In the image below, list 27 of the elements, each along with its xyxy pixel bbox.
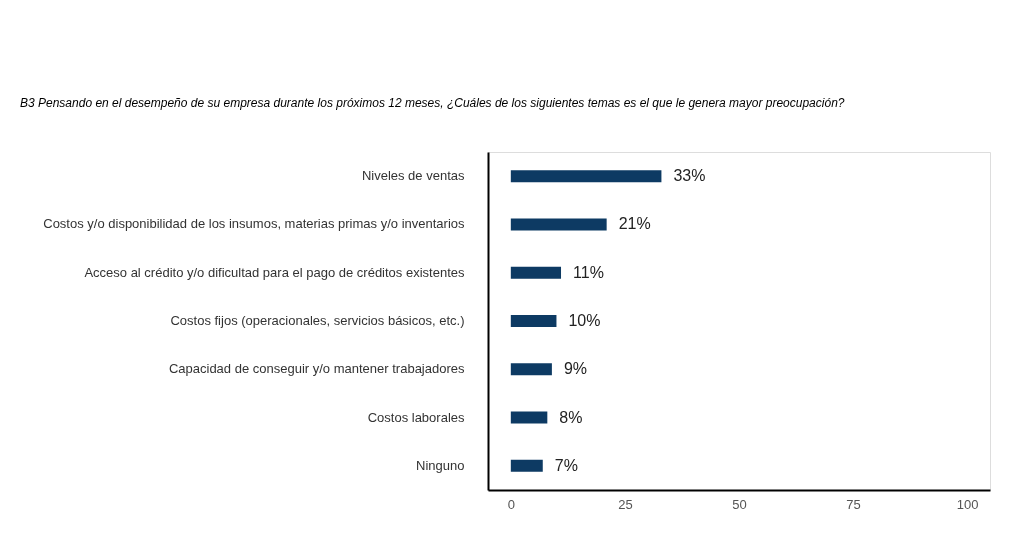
y-tick-label: Ninguno	[416, 457, 465, 473]
x-tick-label: 25	[618, 496, 633, 512]
data-label: 10%	[568, 312, 601, 329]
x-tick-label: 75	[846, 496, 861, 512]
data-label: 11%	[573, 263, 604, 281]
y-tick-label: Capacidad de conseguir y/o mantener trabajadores	[168, 361, 465, 377]
bar	[510, 218, 607, 231]
x-tick-label: 0	[507, 496, 515, 512]
y-tick-label: Costos y/o disponibilidad de los insumos, materias primas y/o inventarios	[43, 216, 465, 232]
bar	[510, 170, 662, 183]
x-tick-label: 50	[732, 496, 747, 512]
bar	[510, 411, 548, 424]
data-label: 9%	[563, 360, 588, 378]
data-label: 8%	[559, 408, 583, 426]
y-tick-label: Costos fijos (operacionales, servicios básicos, etc.)	[170, 313, 465, 328]
bar	[510, 315, 557, 327]
bar	[510, 363, 552, 376]
chart-title: B3 Pensando en el desempeño de su empresa durante los próximos 12 meses, ¿Cuáles de los siguientes temas es el que le genera mayor preocupación?	[20, 96, 845, 110]
x-tick-label: 100	[956, 496, 979, 512]
data-label: 33%	[673, 167, 706, 185]
y-tick-label: Acceso al crédito y/o dificultad para el pago de créditos existentes	[84, 264, 465, 280]
data-label: 21%	[618, 215, 651, 233]
y-tick-label: Niveles de ventas	[361, 168, 465, 184]
bar	[510, 266, 562, 279]
bar	[510, 459, 543, 472]
y-tick-label: Costos laborales	[367, 409, 465, 425]
data-label: 7%	[554, 456, 578, 474]
